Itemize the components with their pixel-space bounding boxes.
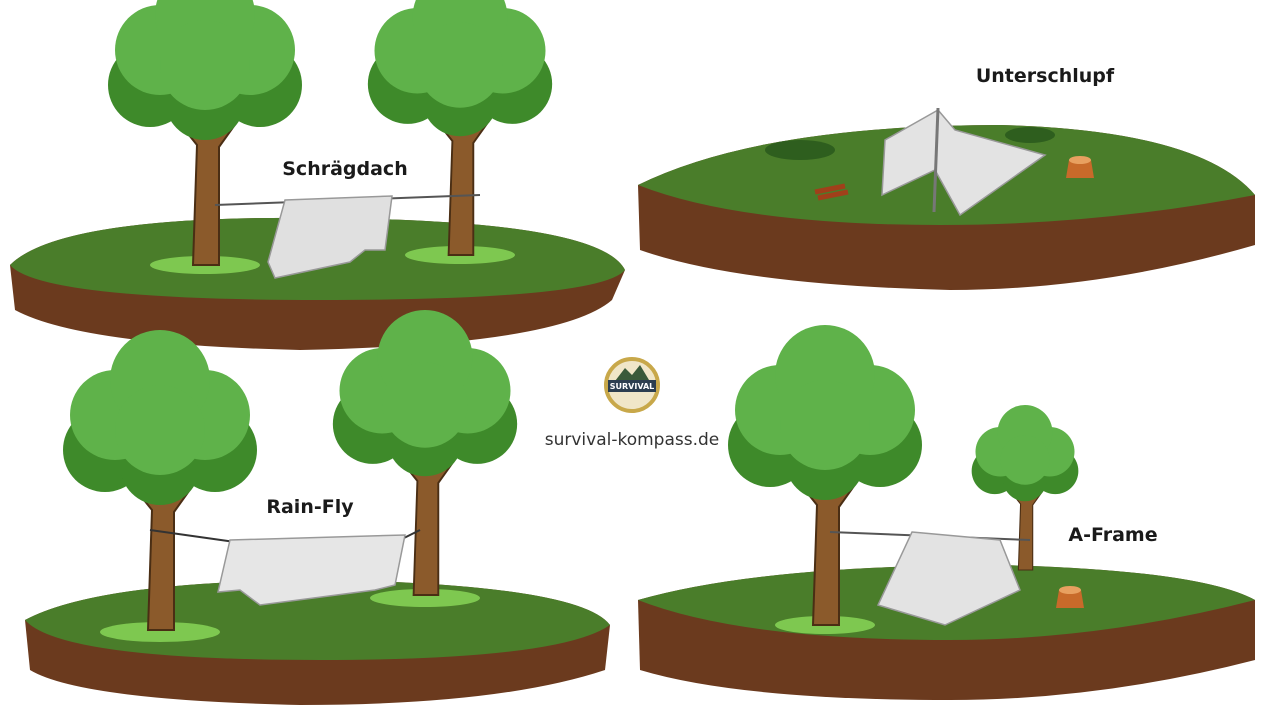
stump [1066, 156, 1094, 178]
site-url: survival-kompass.de [545, 430, 720, 450]
panel-label: Unterschlupf [976, 65, 1115, 87]
logo-badge: SURVIVAL [610, 382, 655, 391]
stump [1056, 586, 1084, 608]
panel-label: Schrägdach [282, 158, 407, 180]
panel-label: Rain-Fly [266, 496, 354, 518]
tree [368, 0, 552, 255]
page: SURVIVAL survival-kompass.de Schrägdach … [0, 0, 1262, 706]
island-aframe [638, 325, 1255, 700]
logo: SURVIVAL [606, 359, 658, 411]
panel-label: A-Frame [1068, 524, 1157, 546]
island-unterschlupf [638, 108, 1255, 290]
illustration: SURVIVAL survival-kompass.de Schrägdach … [0, 0, 1262, 706]
